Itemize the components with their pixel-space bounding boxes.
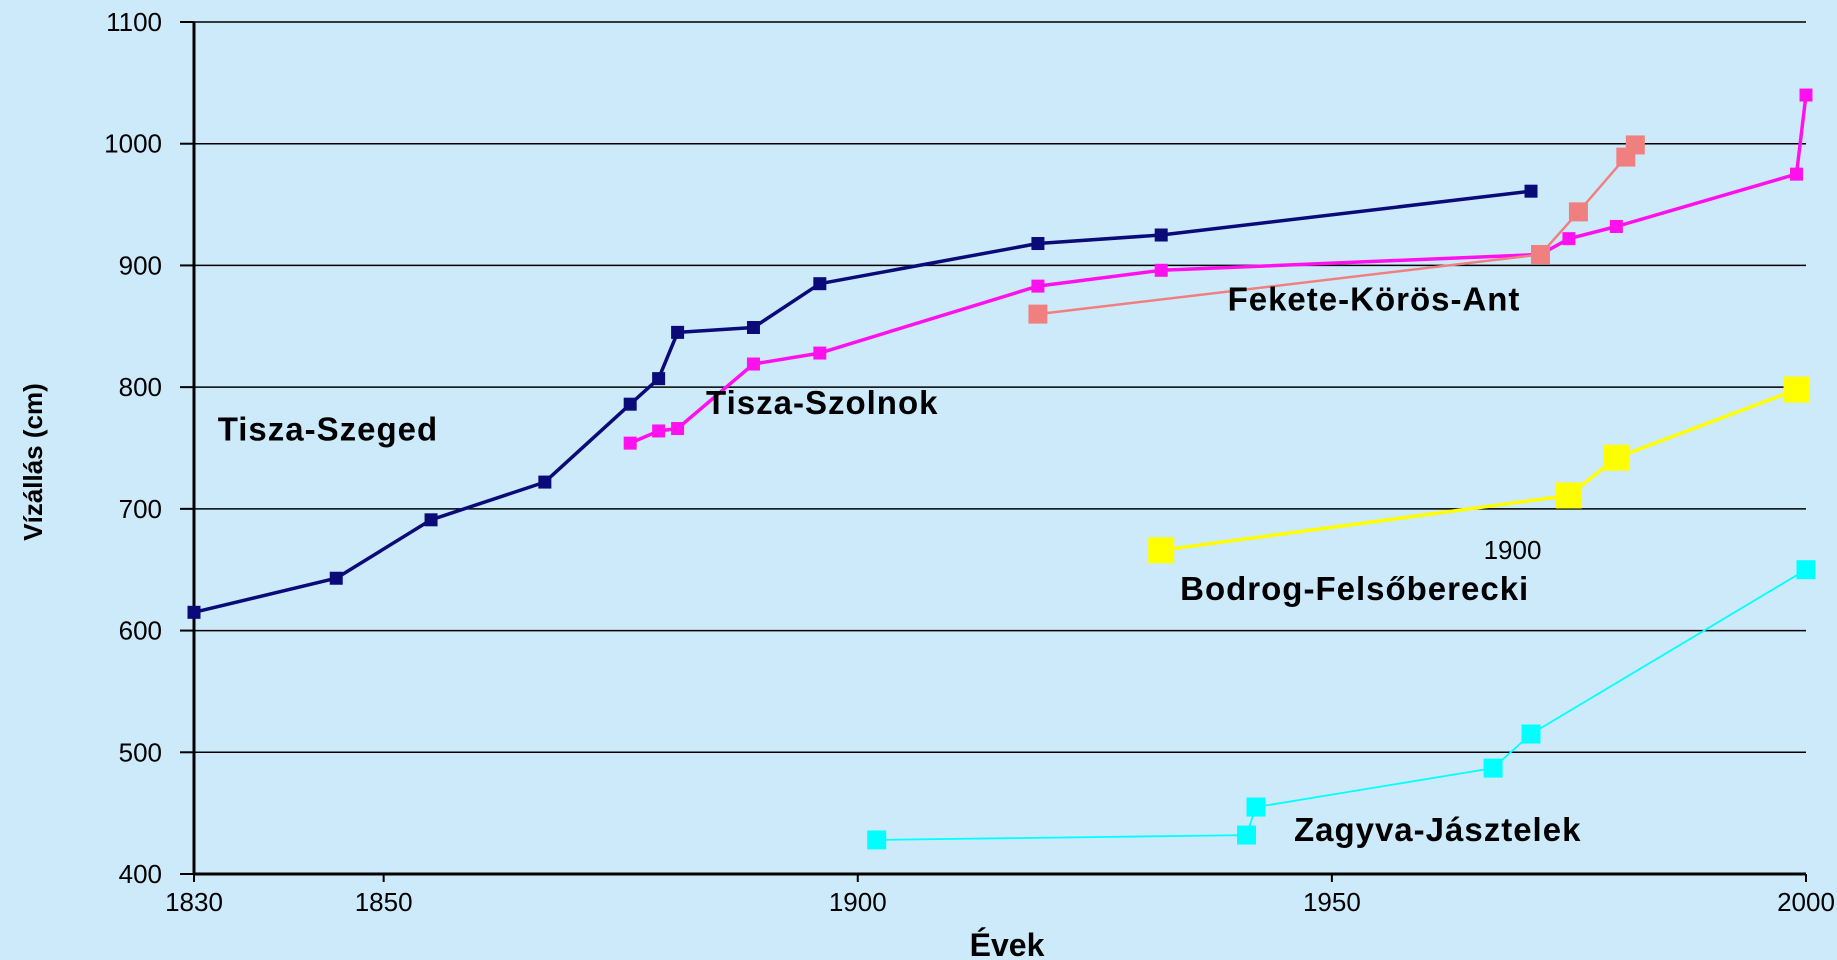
series-tisza-szeged: [187, 184, 1538, 619]
data-point: [1521, 724, 1541, 744]
x-tick-label: 1900: [829, 887, 887, 917]
y-tick-label: 1100: [106, 7, 162, 37]
data-point: [1603, 444, 1630, 471]
y-tick-label: 900: [119, 250, 162, 280]
annotation-label: 1900: [1484, 535, 1542, 565]
annotation-label: Zagyva-Jásztelek: [1294, 811, 1582, 848]
data-point: [1154, 228, 1168, 242]
data-point: [1568, 202, 1588, 222]
x-tick-label: 2000: [1777, 887, 1835, 917]
data-point: [1783, 376, 1810, 403]
data-point: [1555, 482, 1582, 509]
annotation-label: Tisza-Szeged: [218, 411, 438, 448]
data-point: [1790, 167, 1804, 181]
data-point: [1028, 304, 1048, 324]
annotation-layer: Tisza-Szeged Tisza-Szolnok Fekete-Körös-An…: [218, 280, 1582, 848]
x-tick-label: 1850: [355, 887, 413, 917]
data-point: [746, 321, 760, 335]
x-tick-label: 1830: [165, 887, 223, 917]
annotation-label: Bodrog-Felsőberecki: [1180, 570, 1529, 607]
data-point: [867, 830, 887, 850]
data-point: [623, 397, 637, 411]
data-point: [671, 325, 685, 339]
series-line: [1160, 387, 1798, 552]
data-point: [1796, 560, 1816, 580]
data-point: [746, 357, 760, 371]
series-zagyva-j-sztelek: [867, 560, 1816, 850]
data-point: [652, 424, 666, 438]
series-bodrog-fels-berecki: [1148, 376, 1810, 564]
annotation-label: Fekete-Körös-Ant: [1228, 280, 1521, 317]
data-point: [813, 346, 827, 360]
y-tick-label: 400: [119, 859, 162, 889]
data-point: [1562, 232, 1576, 246]
data-point: [1524, 184, 1538, 198]
data-point: [652, 372, 666, 386]
series-line: [193, 189, 1532, 615]
series-line: [876, 568, 1807, 841]
axes: [180, 21, 1807, 882]
data-point: [1625, 135, 1645, 155]
y-tick-label: 500: [119, 737, 162, 767]
data-point: [424, 513, 438, 527]
data-point: [1031, 237, 1045, 251]
data-point: [1031, 279, 1045, 293]
data-point: [1154, 263, 1168, 277]
data-point: [1483, 758, 1503, 778]
series-fekete-k-r-s-ant: [1028, 135, 1645, 324]
data-point: [1799, 88, 1813, 102]
x-tick-label: 1950: [1303, 887, 1361, 917]
x-axis-title: Évek: [970, 927, 1045, 960]
series-layer: [187, 88, 1816, 850]
y-axis-title: Vízállás (cm): [18, 383, 48, 541]
data-point: [671, 422, 685, 436]
y-tick-label: 600: [119, 616, 162, 646]
gridlines: [194, 21, 1806, 754]
data-point: [623, 436, 637, 450]
data-point: [1246, 797, 1266, 817]
x-tick-labels: 1830 1850 1900 1950 2000: [165, 887, 1835, 917]
data-point: [813, 277, 827, 291]
data-point: [329, 571, 343, 585]
data-point: [187, 605, 201, 619]
y-tick-label: 800: [119, 372, 162, 402]
data-point: [1609, 219, 1623, 233]
y-tick-label: 1000: [104, 129, 162, 159]
data-point: [1530, 244, 1550, 264]
annotation-label: Tisza-Szolnok: [706, 384, 938, 421]
y-tick-labels: 400 500 600 700 800 900 1000 1100: [104, 7, 162, 889]
data-point: [1148, 537, 1175, 564]
data-point: [538, 475, 552, 489]
data-point: [1237, 825, 1257, 845]
y-tick-label: 700: [119, 494, 162, 524]
